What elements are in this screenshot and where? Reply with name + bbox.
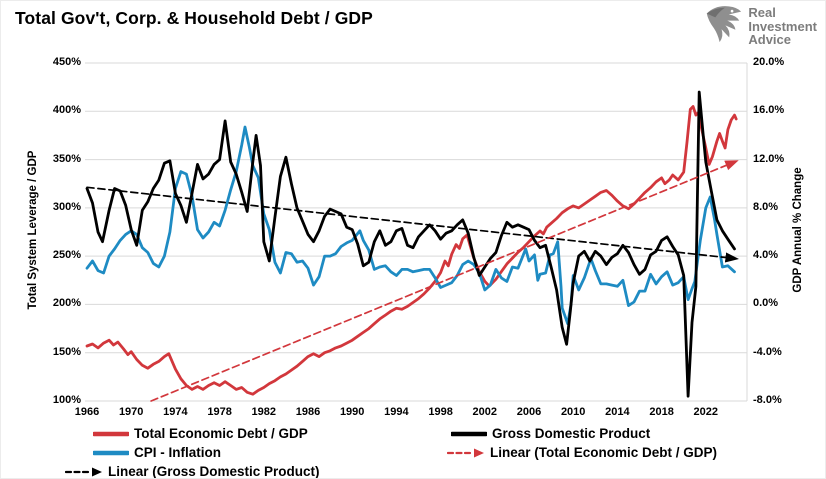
legend-item-linear-debt: Linear (Total Economic Debt / GDP) [447,445,717,460]
right-axis-tick-label: 8.0% [753,200,779,213]
right-axis-tick-label: 4.0% [753,249,779,262]
legend-swatch-debt [93,431,129,436]
series-linear-total-economic-debt-gdp- [150,160,739,402]
legend-item-cpi-inflation: CPI - Inflation [93,445,221,460]
right-axis-tick-label: 0.0% [753,297,779,310]
x-axis-tick-label: 1966 [74,406,100,418]
x-axis-tick-label: 1998 [428,406,453,418]
left-axis-tick-label: 250% [52,249,81,262]
x-axis-tick-label: 2022 [693,406,719,418]
x-axis-tick-label: 1994 [384,406,409,418]
x-axis-tick-label: 2010 [560,406,586,418]
legend-label: CPI - Inflation [134,445,221,460]
logo-line-2: Investment [748,18,817,34]
legend-swatch-gdp [451,431,487,436]
real-investment-advice-logo: Real Investment Advice [702,3,817,50]
left-axis-tick-label: 350% [52,152,81,165]
x-axis-tick-label: 1982 [251,406,277,418]
right-axis-tick-label: -8.0% [753,394,782,406]
x-axis-tick-label: 1970 [118,406,144,418]
x-axis-tick-label: 1974 [163,406,188,418]
logo-line-3: Advice [748,32,791,48]
series-cpi-inflation [85,125,736,326]
x-axis-tick-label: 2002 [472,406,498,418]
right-axis-tick-label: 20.0% [753,56,785,68]
x-axis-tick-label: 2006 [516,406,542,418]
logo-text: Real Investment Advice [748,6,817,47]
x-axis-tick-label: 1978 [207,406,232,418]
left-axis-tick-label: 100% [52,394,81,406]
legend-label: Linear (Total Economic Debt / GDP) [490,445,718,460]
left-axis-tick-label: 300% [52,200,81,213]
legend-label: Gross Domestic Product [492,426,651,441]
left-axis-tick-label: 400% [52,104,81,117]
right-axis-tick-label: -4.0% [753,345,782,358]
series-total-economic-debt-gdp [85,105,738,396]
series-linear-gross-domestic-product- [86,186,739,263]
logo-line-1: Real [748,5,776,21]
chart-title: Total Gov't, Corp. & Household Debt / GD… [15,8,373,28]
legend-label: Linear (Gross Domestic Product) [108,464,320,479]
eagle-icon [702,3,744,50]
legend-swatch-cpi [93,450,129,455]
legend-item-linear-gdp: Linear (Gross Domestic Product) [65,464,320,479]
series-gross-domestic-product [85,90,736,398]
left-axis-tick-label: 450% [52,56,81,68]
left-axis-tick-label: 200% [52,297,81,310]
legend-swatch-linear-debt [447,448,484,457]
left-axis-tick-label: 150% [52,345,81,358]
x-axis-tick-label: 1986 [295,406,321,418]
right-axis-tick-label: 16.0% [753,104,785,117]
x-axis-tick-label: 1990 [339,406,365,418]
x-axis-tick-label: 2014 [605,406,630,418]
right-axis-tick-label: 12.0% [753,152,785,165]
legend-item-total-economic-debt-gdp: Total Economic Debt / GDP [93,426,308,441]
x-axis-tick-label: 2018 [649,406,674,418]
legend-item-gross-domestic-product: Gross Domestic Product [451,426,650,441]
legend-swatch-linear-gdp [65,467,102,476]
legend-label: Total Economic Debt / GDP [134,426,308,441]
